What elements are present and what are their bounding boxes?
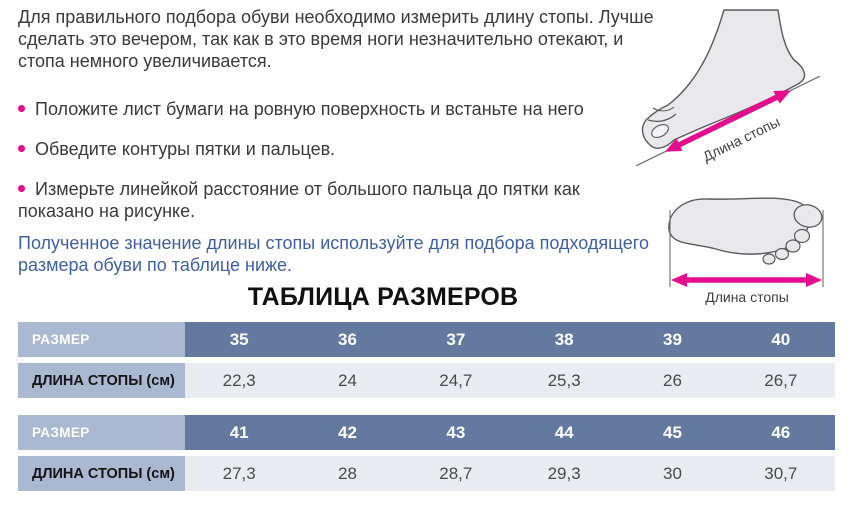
length-cell: 26,7 xyxy=(726,363,835,398)
measure-label: Длина стопы xyxy=(705,289,789,305)
length-cell: 29,3 xyxy=(509,456,619,491)
list-item: Обведите контуры пятки и пальцев. xyxy=(18,138,654,160)
size-cell: 40 xyxy=(726,322,835,357)
intro-paragraph: Для правильного подбора обуви необходимо… xyxy=(18,7,654,71)
list-item-text: Положите лист бумаги на ровную поверхнос… xyxy=(35,99,584,119)
size-table-title: ТАБЛИЦА РАЗМЕРОВ xyxy=(247,283,519,311)
measure-arrow-icon xyxy=(676,93,780,149)
table-row-sizes: РАЗМЕР 35 36 37 38 39 40 xyxy=(18,322,835,357)
toenail-detail xyxy=(651,124,669,138)
toe xyxy=(774,247,790,261)
size-cell: 37 xyxy=(401,322,510,357)
size-cell: 35 xyxy=(185,322,294,357)
instructions-column: Для правильного подбора обуви необходимо… xyxy=(18,6,658,276)
foot-side-view-illustration: Длина стопы xyxy=(636,9,820,167)
length-cell: 28,7 xyxy=(401,456,510,491)
length-row-label: ДЛИНА СТОПЫ (см) xyxy=(18,363,185,398)
big-toe xyxy=(793,204,823,228)
size-cell: 43 xyxy=(401,415,510,450)
table-row-lengths: ДЛИНА СТОПЫ (см) 22,3 24 24,7 25,3 26 26… xyxy=(18,363,835,398)
table-row-sizes: РАЗМЕР 41 42 43 44 45 46 xyxy=(18,415,835,450)
foot-sole-view-illustration: Длина стопы xyxy=(668,197,824,305)
size-cell: 39 xyxy=(618,322,727,357)
list-item-text: Измерьте линейкой расстояние от большого… xyxy=(18,179,580,221)
arrowhead-icon xyxy=(806,273,822,287)
bullet-icon xyxy=(18,105,25,112)
size-table-41-46: РАЗМЕР 41 42 43 44 45 46 ДЛИНА СТОПЫ (см… xyxy=(18,415,835,491)
list-item: Положите лист бумаги на ровную поверхнос… xyxy=(18,98,654,120)
toe xyxy=(793,228,811,244)
toe xyxy=(762,253,776,265)
length-cell: 28 xyxy=(293,456,402,491)
list-item: Измерьте линейкой расстояние от большого… xyxy=(18,178,654,222)
length-cell: 24,7 xyxy=(401,363,510,398)
bullet-icon xyxy=(18,145,25,152)
measure-arrow-horizontal: Длина стопы xyxy=(669,210,824,305)
length-row-label: ДЛИНА СТОПЫ (см) xyxy=(18,456,185,491)
toe xyxy=(785,239,801,253)
size-row-label: РАЗМЕР xyxy=(18,415,185,450)
size-table-35-40: РАЗМЕР 35 36 37 38 39 40 ДЛИНА СТОПЫ (см… xyxy=(18,322,835,398)
size-cell: 42 xyxy=(293,415,402,450)
arrowhead-icon xyxy=(773,90,791,104)
foot-side-silhouette xyxy=(641,9,806,149)
size-cell: 36 xyxy=(293,322,402,357)
length-cell: 25,3 xyxy=(509,363,619,398)
size-cell: 44 xyxy=(509,415,619,450)
size-cell: 38 xyxy=(509,322,619,357)
size-cell: 41 xyxy=(185,415,294,450)
table-row-lengths: ДЛИНА СТОПЫ (см) 27,3 28 28,7 29,3 30 30… xyxy=(18,456,835,491)
length-cell: 22,3 xyxy=(185,363,294,398)
length-cell: 30,7 xyxy=(726,456,835,491)
length-cell: 24 xyxy=(293,363,402,398)
note-paragraph: Полученное значение длины стопы использу… xyxy=(18,233,649,275)
length-cell: 27,3 xyxy=(185,456,294,491)
size-cell: 46 xyxy=(726,415,835,450)
foot-sole-silhouette xyxy=(668,197,823,265)
bullet-icon xyxy=(18,185,25,192)
length-cell: 30 xyxy=(618,456,727,491)
arrowhead-icon xyxy=(665,138,683,152)
size-row-label: РАЗМЕР xyxy=(18,322,185,357)
arrowhead-icon xyxy=(671,273,687,287)
list-item-text: Обведите контуры пятки и пальцев. xyxy=(35,139,336,159)
size-cell: 45 xyxy=(618,415,727,450)
length-cell: 26 xyxy=(618,363,727,398)
